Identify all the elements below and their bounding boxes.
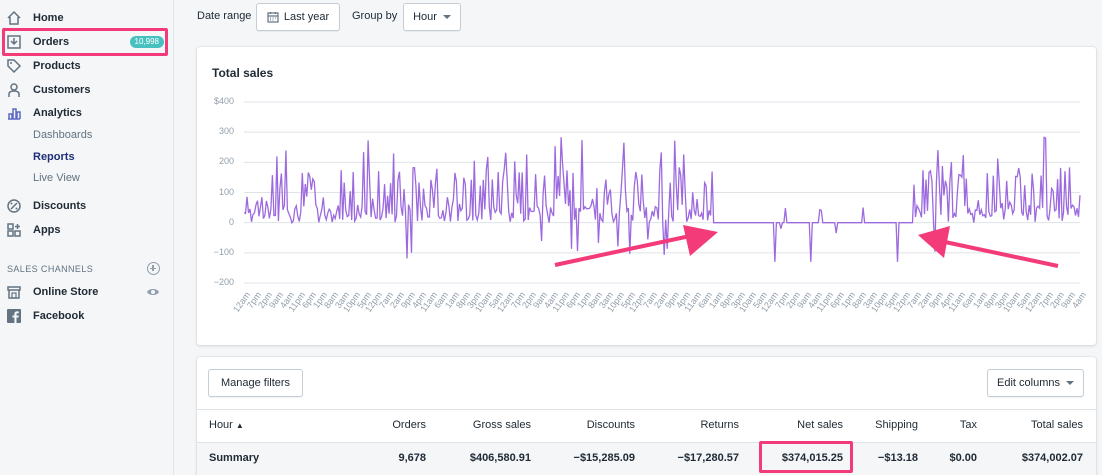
column-header-total-sales[interactable]: Total sales <box>1031 419 1083 431</box>
sidebar-item-analytics[interactable]: Analytics <box>0 102 174 124</box>
summary-label: Summary <box>209 452 260 464</box>
y-tick-label: $400 <box>213 96 234 106</box>
column-header-gross-sales[interactable]: Gross sales <box>472 419 531 431</box>
manage-filters-label: Manage filters <box>220 377 291 389</box>
home-icon <box>7 10 21 25</box>
sidebar-item-home[interactable]: Home <box>0 7 174 29</box>
y-tick-label: 100 <box>218 186 234 197</box>
date-range-button[interactable]: Last year <box>256 3 340 31</box>
column-header-orders[interactable]: Orders <box>392 419 426 431</box>
sidebar: Home Orders 10,998 Products Customers An… <box>0 0 174 475</box>
sidebar-item-label: Home <box>33 12 64 24</box>
sidebar-subitem-reports[interactable]: Reports <box>33 151 75 163</box>
sidebar-item-discounts[interactable]: Discounts <box>0 195 174 217</box>
y-tick-label: 0 <box>228 216 234 227</box>
sidebar-item-products[interactable]: Products <box>0 55 174 77</box>
column-header-returns[interactable]: Returns <box>700 419 739 431</box>
add-channel-icon[interactable] <box>147 262 160 275</box>
y-tick-label: −200 <box>213 277 234 287</box>
sidebar-item-online-store[interactable]: Online Store <box>0 281 174 303</box>
sidebar-item-facebook[interactable]: Facebook <box>0 305 174 327</box>
summary-tax: $0.00 <box>949 452 977 464</box>
orders-highlight <box>2 28 168 56</box>
summary-returns: −$17,280.57 <box>677 452 739 464</box>
sidebar-item-apps[interactable]: Apps <box>0 219 174 241</box>
y-tick-label: 300 <box>218 126 234 137</box>
summary-total-sales: $374,002.07 <box>1021 452 1083 464</box>
person-icon <box>8 83 20 97</box>
eye-icon[interactable] <box>146 286 160 298</box>
edit-columns-button[interactable]: Edit columns <box>987 369 1084 397</box>
summary-discounts: −$15,285.09 <box>573 452 635 464</box>
store-icon <box>7 286 21 299</box>
apps-icon <box>7 223 21 237</box>
date-range-value: Last year <box>283 11 330 23</box>
chevron-down-icon <box>442 15 451 19</box>
summary-net-sales: $374,015.25 <box>781 452 843 464</box>
sidebar-subitem-live-view[interactable]: Live View <box>33 172 80 184</box>
bar-chart-icon <box>8 108 21 120</box>
group-by-select[interactable]: Hour <box>403 3 461 31</box>
discount-icon <box>7 199 21 213</box>
sidebar-item-label: Orders <box>33 36 70 48</box>
sales-channels-heading: SALES CHANNELS <box>7 264 94 274</box>
sidebar-item-label: Online Store <box>33 286 99 298</box>
sidebar-item-label: Analytics <box>33 107 82 119</box>
orders-count-badge: 10,998 <box>129 36 164 48</box>
summary-gross-sales: $406,580.91 <box>469 452 531 464</box>
chevron-down-icon <box>1065 381 1074 385</box>
column-header-shipping[interactable]: Shipping <box>875 419 918 431</box>
y-tick-label: 200 <box>218 156 234 167</box>
sidebar-item-customers[interactable]: Customers <box>0 79 174 101</box>
y-tick-label: −100 <box>213 246 234 257</box>
column-header-hour[interactable]: Hour ▲ <box>209 419 244 431</box>
net-sales-highlight <box>759 441 853 473</box>
column-header-discounts[interactable]: Discounts <box>586 419 635 431</box>
summary-orders: 9,678 <box>398 452 426 464</box>
tag-icon <box>7 59 22 74</box>
summary-shipping: −$13.18 <box>877 452 918 464</box>
summary-row <box>197 442 1096 475</box>
facebook-icon <box>7 309 21 323</box>
divider <box>197 409 1096 410</box>
group-by-label: Group by <box>352 10 398 22</box>
calendar-icon <box>267 12 279 23</box>
date-range-label: Date range <box>197 10 252 22</box>
sort-ascending-icon: ▲ <box>235 421 244 430</box>
sidebar-item-label: Facebook <box>33 310 85 322</box>
sidebar-item-label: Customers <box>33 84 91 96</box>
chart-title: Total sales <box>212 66 274 80</box>
sidebar-item-orders[interactable]: Orders 10,998 <box>0 31 174 53</box>
column-header-label: Hour <box>209 419 233 431</box>
sidebar-item-label: Discounts <box>33 200 87 212</box>
column-header-net-sales[interactable]: Net sales <box>797 419 843 431</box>
orders-icon <box>7 35 21 49</box>
group-by-value: Hour <box>413 11 437 23</box>
sidebar-item-label: Products <box>33 60 81 72</box>
sidebar-item-label: Apps <box>33 224 61 236</box>
sidebar-subitem-dashboards[interactable]: Dashboards <box>33 129 93 141</box>
manage-filters-button[interactable]: Manage filters <box>208 369 303 397</box>
edit-columns-label: Edit columns <box>997 377 1060 389</box>
column-header-tax[interactable]: Tax <box>959 419 977 431</box>
